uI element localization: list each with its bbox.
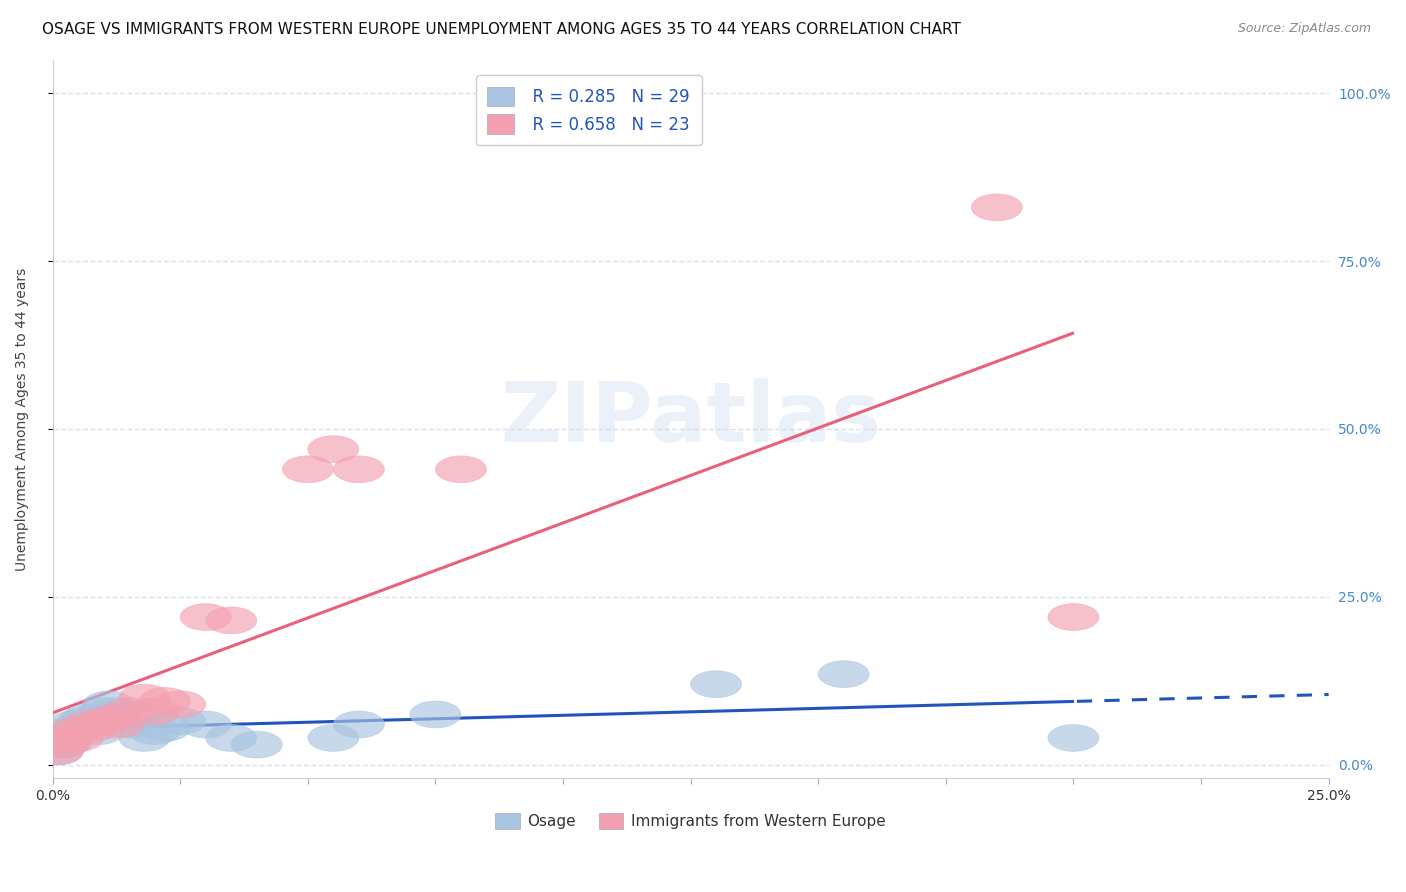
- Ellipse shape: [972, 194, 1022, 221]
- Ellipse shape: [79, 707, 129, 735]
- Ellipse shape: [52, 714, 104, 741]
- Ellipse shape: [120, 724, 170, 751]
- Ellipse shape: [93, 711, 145, 738]
- Ellipse shape: [1047, 604, 1099, 631]
- Ellipse shape: [180, 711, 231, 738]
- Ellipse shape: [79, 698, 129, 724]
- Ellipse shape: [104, 711, 155, 738]
- Ellipse shape: [690, 671, 742, 698]
- Ellipse shape: [333, 456, 384, 483]
- Ellipse shape: [83, 691, 135, 718]
- Ellipse shape: [89, 705, 139, 731]
- Ellipse shape: [48, 711, 98, 738]
- Ellipse shape: [205, 724, 257, 751]
- Ellipse shape: [108, 701, 160, 728]
- Ellipse shape: [333, 711, 384, 738]
- Ellipse shape: [63, 705, 114, 731]
- Legend: Osage, Immigrants from Western Europe: Osage, Immigrants from Western Europe: [489, 807, 891, 835]
- Ellipse shape: [52, 724, 104, 751]
- Ellipse shape: [38, 731, 89, 758]
- Ellipse shape: [129, 698, 180, 724]
- Ellipse shape: [139, 714, 190, 741]
- Ellipse shape: [283, 456, 333, 483]
- Ellipse shape: [58, 707, 108, 735]
- Ellipse shape: [180, 604, 231, 631]
- Ellipse shape: [67, 714, 120, 741]
- Ellipse shape: [308, 435, 359, 463]
- Ellipse shape: [63, 711, 114, 738]
- Ellipse shape: [38, 721, 89, 748]
- Ellipse shape: [139, 688, 190, 714]
- Ellipse shape: [48, 718, 98, 745]
- Ellipse shape: [129, 718, 180, 745]
- Text: ZIPatlas: ZIPatlas: [501, 378, 882, 459]
- Ellipse shape: [42, 718, 93, 745]
- Y-axis label: Unemployment Among Ages 35 to 44 years: Unemployment Among Ages 35 to 44 years: [15, 268, 30, 571]
- Ellipse shape: [411, 701, 461, 728]
- Ellipse shape: [38, 731, 89, 758]
- Ellipse shape: [1047, 724, 1099, 751]
- Ellipse shape: [42, 724, 93, 751]
- Ellipse shape: [73, 718, 124, 745]
- Ellipse shape: [32, 738, 83, 764]
- Ellipse shape: [308, 724, 359, 751]
- Ellipse shape: [104, 698, 155, 724]
- Ellipse shape: [155, 707, 205, 735]
- Ellipse shape: [120, 684, 170, 711]
- Text: OSAGE VS IMMIGRANTS FROM WESTERN EUROPE UNEMPLOYMENT AMONG AGES 35 TO 44 YEARS C: OSAGE VS IMMIGRANTS FROM WESTERN EUROPE …: [42, 22, 962, 37]
- Ellipse shape: [205, 607, 257, 634]
- Ellipse shape: [436, 456, 486, 483]
- Ellipse shape: [67, 707, 120, 735]
- Ellipse shape: [89, 698, 139, 724]
- Ellipse shape: [32, 738, 83, 764]
- Text: Source: ZipAtlas.com: Source: ZipAtlas.com: [1237, 22, 1371, 36]
- Ellipse shape: [231, 731, 283, 758]
- Ellipse shape: [818, 661, 869, 688]
- Ellipse shape: [155, 691, 205, 718]
- Ellipse shape: [42, 728, 93, 755]
